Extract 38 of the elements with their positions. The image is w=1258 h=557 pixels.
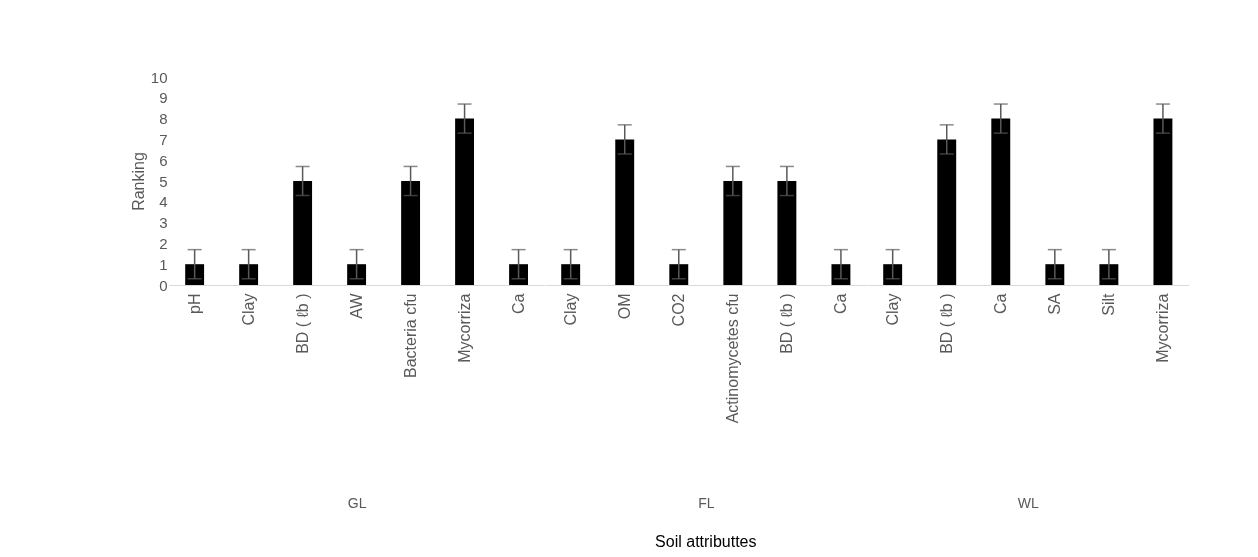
x-tick-label: Ca (991, 293, 1009, 314)
x-tick-label: Actinomycetes cfu (723, 293, 741, 424)
bar (455, 118, 475, 285)
y-tick-label: 10 (150, 68, 168, 86)
x-tick-label: Mycorriza (455, 293, 473, 363)
x-tick-label: AW (347, 292, 365, 319)
y-tick-label: 7 (159, 130, 168, 148)
y-tick-label: 2 (159, 234, 168, 252)
x-tick-label: BD ( ℓb ) (937, 293, 955, 354)
x-tick-label: OM (615, 293, 633, 320)
x-tick-label: BD ( ℓb ) (777, 293, 795, 354)
x-tick-label: Bacteria cfu (401, 293, 419, 378)
x-tick-label: Clay (239, 293, 257, 326)
x-tick-label: Clay (883, 293, 901, 326)
y-tick-label: 9 (159, 89, 168, 107)
y-tick-label: 5 (159, 172, 168, 190)
text: Soil attributtes (655, 533, 757, 550)
bar (401, 181, 421, 285)
x-tick-label: Ca (831, 293, 849, 314)
x-tick-label: Silt (1099, 292, 1117, 316)
x-axis-title: WL (1017, 494, 1040, 511)
x-tick-label: Mycorriza (1153, 293, 1171, 363)
y-tick-label: 8 (159, 110, 168, 128)
x-tick-label: pH (185, 293, 203, 314)
y-tick-label: 4 (159, 193, 168, 211)
x-tick-label: BD ( ℓb ) (293, 293, 311, 354)
x-tick-label: Ca (509, 293, 527, 314)
x-tick-label: SA (1045, 293, 1063, 315)
y-tick-label: 6 (159, 151, 168, 169)
y-tick-label: 3 (159, 214, 168, 232)
x-axis-title: GL (347, 494, 367, 511)
bar (293, 181, 313, 285)
x-tick-label: CO2 (669, 293, 687, 327)
x-axis-title: FL (698, 494, 715, 511)
x-tick-label: Clay (561, 293, 579, 326)
y-tick-label: 0 (159, 276, 168, 294)
y-tick-label: 1 (159, 255, 168, 273)
y-axis-title: Ranking (129, 152, 147, 211)
